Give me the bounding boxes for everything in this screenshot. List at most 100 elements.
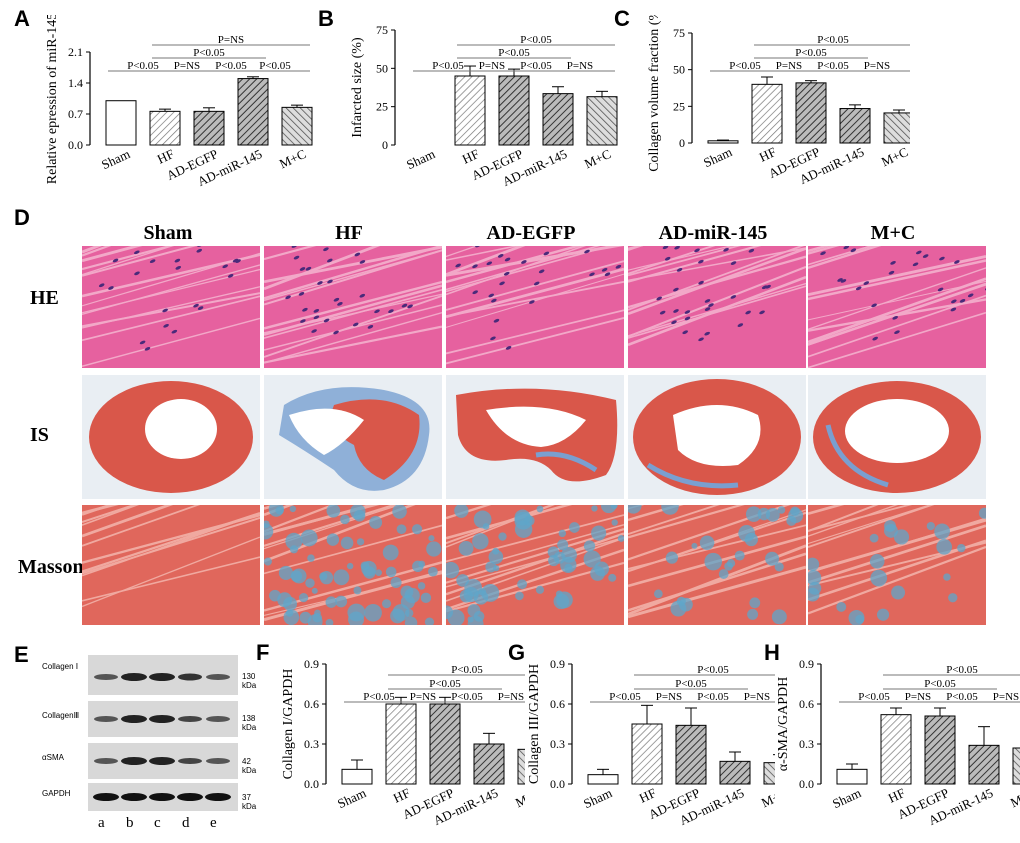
significance-label: P<0.05 <box>451 691 483 703</box>
wb-label-collagen1: Collagen Ⅰ <box>42 662 79 671</box>
significance-label: P<0.05 <box>675 678 707 690</box>
histology-column-ad-mir145: AD-miR-145 <box>658 222 768 244</box>
y-tick-label: 0.0 <box>550 777 565 791</box>
bar-ad-egfp <box>795 82 827 144</box>
panel-label-d: D <box>14 205 30 230</box>
y-tick-label: 0.9 <box>304 657 319 671</box>
tile-he-sham <box>82 246 260 368</box>
panel-label-c: C <box>614 6 630 31</box>
wb-lane-e: e <box>210 815 217 831</box>
significance-label: P<0.05 <box>946 664 978 676</box>
bar-m-c <box>1012 747 1020 785</box>
y-tick-label: 25 <box>376 100 388 114</box>
panel-label-g: G <box>508 640 526 665</box>
x-tick-label: Sham <box>335 785 368 811</box>
bar-ad-egfp <box>675 724 707 785</box>
y-axis-label: Collagen III/GAPDH <box>527 664 542 784</box>
x-tick-label: HF <box>637 785 658 806</box>
bar-ad-mir-145 <box>968 744 1000 785</box>
significance-label: P<0.05 <box>924 678 956 690</box>
bar-ad-mir-145 <box>719 760 751 785</box>
tile-masson-ad-mir145 <box>628 505 806 625</box>
wb-label-gapdh: GAPDH <box>42 789 71 798</box>
bar-hf <box>149 110 181 146</box>
significance-label: P<0.05 <box>609 691 641 703</box>
bar-m-c <box>883 112 910 144</box>
wb-kda-gapdh: 37 kDa <box>242 793 257 811</box>
y-tick-label: 0.6 <box>550 697 565 711</box>
wb-label-collagen3: CollagenⅢ <box>42 711 80 720</box>
y-tick-label: 0.9 <box>550 657 565 671</box>
x-tick-label: M+C <box>759 785 775 810</box>
tile-is-mc <box>808 375 986 499</box>
y-axis-label: Infarcted size (%) <box>350 37 365 138</box>
chart-c-collagen-volume: 0 25 50 75 Collagen volume fraction (%) Sham H… <box>647 15 910 187</box>
histology-row-he: HE <box>30 287 59 309</box>
y-tick-label: 75 <box>376 23 388 37</box>
significance-label: P<0.05 <box>729 60 761 72</box>
bar-sham <box>587 774 619 785</box>
significance-label: P<0.05 <box>817 60 849 72</box>
tile-he-mc <box>808 246 986 368</box>
significance-label: P<0.05 <box>432 60 464 72</box>
histology-column-mc: M+C <box>870 222 916 244</box>
x-tick-label: HF <box>391 785 412 806</box>
y-tick-label: 50 <box>376 61 388 75</box>
y-tick-label: 0.6 <box>304 697 319 711</box>
x-tick-label: M+C <box>1008 785 1020 810</box>
significance-label: P<0.05 <box>858 691 890 703</box>
histology-column-ad-egfp: AD-EGFP <box>486 222 576 244</box>
x-tick-label: M+C <box>582 146 613 171</box>
wb-lane-c: c <box>154 815 161 831</box>
significance-label: P=NS <box>498 691 524 703</box>
histology-row-is: IS <box>30 424 49 446</box>
histology-column-hf: HF <box>335 222 363 244</box>
bar-ad-mir-145 <box>473 743 505 785</box>
bar-sham <box>707 140 739 144</box>
western-blot: Collagen Ⅰ CollagenⅢ αSMA GAPDH <box>42 655 256 811</box>
significance-label: P<0.05 <box>193 47 225 59</box>
significance-label: P<0.05 <box>697 664 729 676</box>
significance-label: P<0.05 <box>127 60 159 72</box>
significance-label: P=NS <box>864 60 890 72</box>
y-tick-label: 0.3 <box>799 737 814 751</box>
y-tick-label: 0.0 <box>68 138 83 152</box>
x-tick-label: Sham <box>581 785 614 811</box>
wb-kda-asma: 42 kDa <box>242 757 257 775</box>
wb-strip-asma <box>88 743 238 779</box>
significance-label: P<0.05 <box>520 34 552 46</box>
y-tick-label: 0.0 <box>799 777 814 791</box>
bar-sham <box>836 768 868 785</box>
significance-label: P=NS <box>479 60 505 72</box>
bar-m-c <box>763 762 775 785</box>
tile-he-ad-egfp <box>446 246 624 368</box>
tile-is-sham <box>82 375 260 499</box>
significance-label: P<0.05 <box>946 691 978 703</box>
x-tick-label: Sham <box>701 144 734 170</box>
x-tick-label: HF <box>155 146 176 167</box>
bar-ad-egfp <box>429 703 461 785</box>
y-axis-label: Collagen volume fraction (%) <box>647 15 662 172</box>
significance-label: P<0.05 <box>363 691 395 703</box>
significance-label: P<0.05 <box>498 47 530 59</box>
bar-m-c <box>586 96 618 146</box>
x-tick-label: HF <box>886 785 907 806</box>
tile-masson-sham <box>82 505 260 625</box>
panel-label-b: B <box>318 6 334 31</box>
bar-m-c <box>281 106 313 146</box>
significance-label: P<0.05 <box>817 34 849 46</box>
wb-strip-collagen3 <box>88 701 238 737</box>
tile-he-ad-mir145 <box>628 246 806 368</box>
bar-ad-mir-145 <box>237 78 269 146</box>
bar-hf <box>631 723 663 785</box>
bar-hf <box>454 75 486 146</box>
y-tick-label: 1.4 <box>68 76 83 90</box>
x-tick-label: M+C <box>879 144 910 169</box>
wb-kda-collagen1: 130 kDa <box>242 672 257 690</box>
x-tick-label: HF <box>460 146 481 167</box>
bar-hf <box>385 703 417 785</box>
histology-row-masson: Masson <box>18 556 84 578</box>
